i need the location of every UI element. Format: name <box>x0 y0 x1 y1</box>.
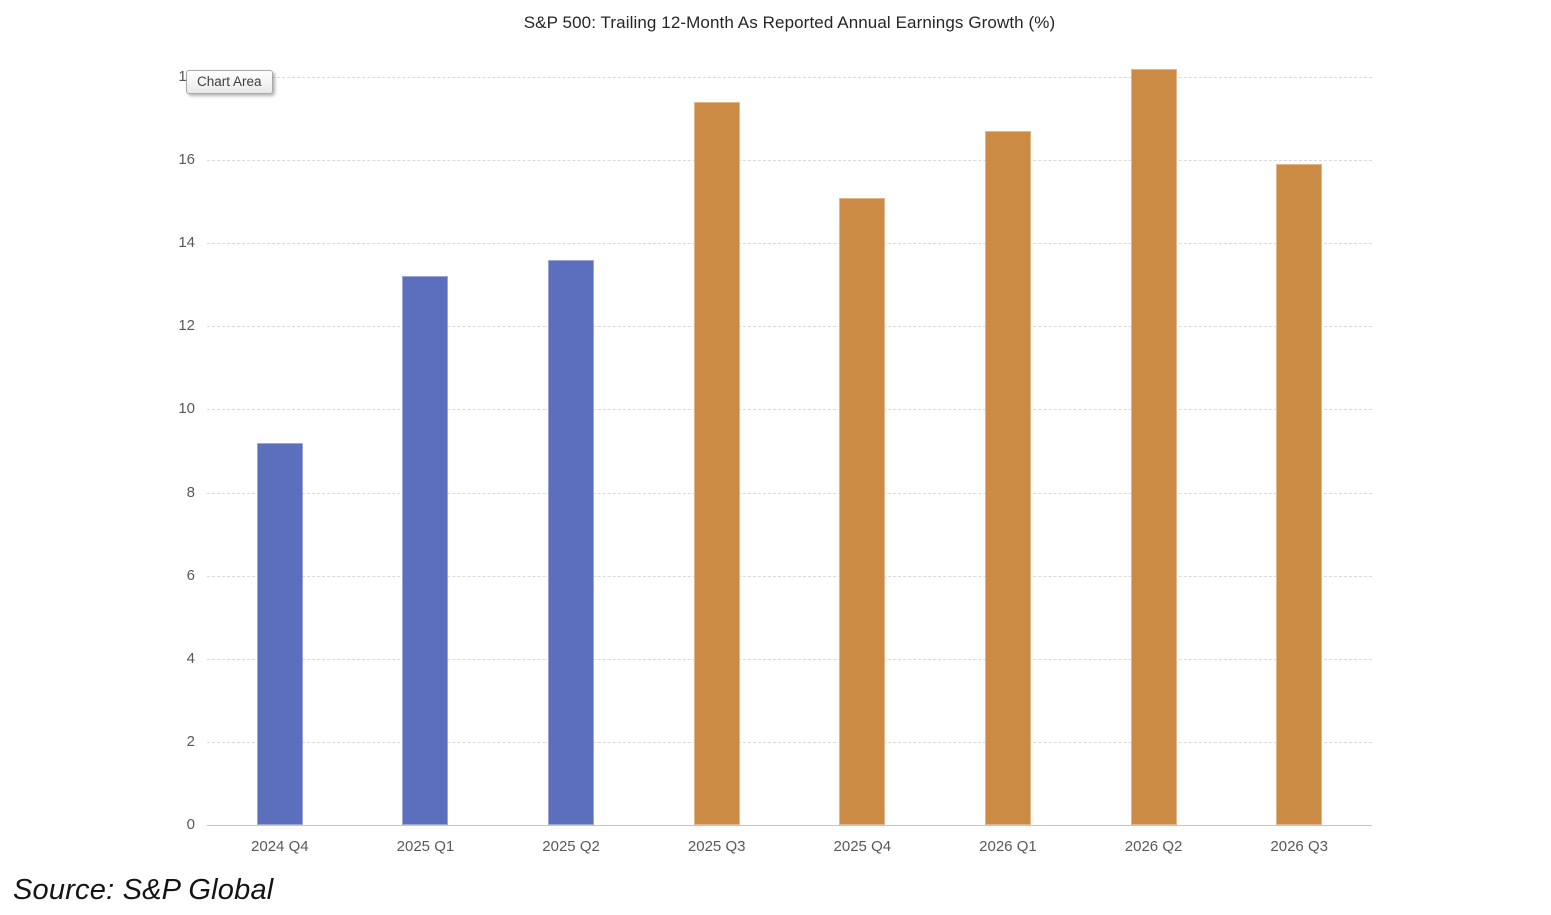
chart-bar-2025-q2[interactable] <box>548 259 595 825</box>
x-axis-label-2026-q1: 2026 Q1 <box>979 838 1037 855</box>
chart-title: S&P 500: Trailing 12-Month As Reported A… <box>523 13 1056 32</box>
y-axis-tick-10: 10 <box>178 400 195 418</box>
chart-bar-2026-q1[interactable] <box>984 131 1031 825</box>
chart-bar-2026-q3[interactable] <box>1276 164 1323 825</box>
y-axis-tick-2: 2 <box>186 732 195 750</box>
x-axis-label-2025-q3: 2025 Q3 <box>687 838 746 855</box>
y-gridline-6 <box>207 575 1372 577</box>
x-axis-label-2026-q3: 2026 Q3 <box>1270 838 1328 855</box>
y-gridline-4 <box>207 658 1372 660</box>
x-axis-label-2025-q2: 2025 Q2 <box>542 838 600 855</box>
y-axis-tick-0: 0 <box>186 816 195 833</box>
y-axis-tick-14: 14 <box>178 234 195 252</box>
x-axis-label-2025-q4: 2025 Q4 <box>833 838 892 855</box>
x-axis-line <box>207 825 1372 826</box>
y-gridline-14 <box>207 243 1372 245</box>
chart-bar-2024-q4[interactable] <box>256 442 303 825</box>
plot-area[interactable] <box>207 77 1372 825</box>
chart-bar-2025-q4[interactable] <box>839 197 886 825</box>
y-gridline-16 <box>207 160 1372 162</box>
y-axis-tick-8: 8 <box>186 483 195 501</box>
y-gridline-12 <box>207 326 1372 328</box>
x-axis-label-2024-q4: 2024 Q4 <box>251 838 309 855</box>
chart-bar-2026-q2[interactable] <box>1130 68 1177 825</box>
y-axis-tick-4: 4 <box>186 649 195 667</box>
y-gridline-2 <box>207 741 1372 743</box>
y-gridline-8 <box>207 492 1372 494</box>
chart-area-tooltip: Chart Area <box>186 70 273 94</box>
y-gridline-10 <box>207 409 1372 411</box>
x-axis-label-2026-q2: 2026 Q2 <box>1124 838 1183 855</box>
chart-bar-2025-q1[interactable] <box>402 276 449 825</box>
chart-bar-2025-q3[interactable] <box>693 101 740 825</box>
y-gridline-18 <box>207 77 1372 78</box>
x-axis-label-2025-q1: 2025 Q1 <box>396 838 455 855</box>
y-axis-tick-16: 16 <box>178 151 195 169</box>
y-axis-tick-6: 6 <box>186 566 195 584</box>
source-note: Source: S&P Global <box>13 874 274 906</box>
y-axis-tick-12: 12 <box>178 317 195 335</box>
